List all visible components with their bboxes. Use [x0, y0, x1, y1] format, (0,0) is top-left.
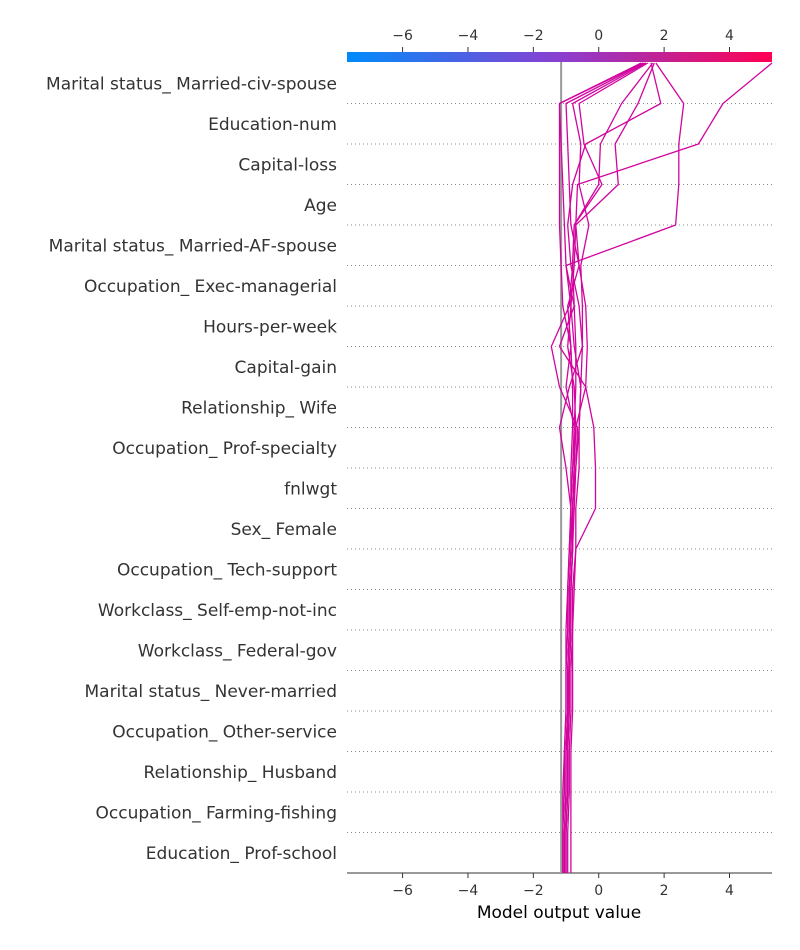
feature-label: Occupation_ Tech-support — [117, 560, 337, 580]
decision-line — [558, 62, 662, 873]
x-tick-label-top: −6 — [392, 28, 413, 44]
feature-label: Age — [304, 196, 337, 216]
feature-label: Education_ Prof-school — [146, 844, 337, 864]
feature-label: Marital status_ Married-AF-spouse — [49, 236, 337, 256]
decision-line — [558, 62, 649, 873]
x-tick-label-top: −4 — [458, 28, 479, 44]
feature-label: Relationship_ Husband — [144, 763, 337, 783]
feature-label: Workclass_ Federal-gov — [138, 641, 337, 661]
x-tick-label-bottom: 2 — [660, 883, 669, 899]
x-tick-label-bottom: 0 — [594, 883, 603, 899]
feature-label: Occupation_ Exec-managerial — [84, 277, 337, 297]
feature-label: Relationship_ Wife — [181, 398, 337, 418]
decision-lines — [550, 62, 773, 873]
x-tick-label-bottom: 4 — [725, 883, 734, 899]
feature-label: Hours-per-week — [203, 317, 337, 337]
x-tick-label-top: 4 — [725, 28, 734, 44]
colorbar — [347, 52, 772, 62]
feature-label: Capital-loss — [238, 155, 337, 175]
x-tick-label-top: 0 — [594, 28, 603, 44]
decision-line — [565, 62, 685, 873]
feature-label: Marital status_ Never-married — [84, 682, 337, 702]
feature-label: Education-num — [208, 115, 337, 135]
x-tick-label-bottom: −2 — [523, 883, 544, 899]
feature-label: Occupation_ Other-service — [112, 722, 337, 742]
feature-label: fnlwgt — [284, 479, 337, 499]
feature-label: Occupation_ Farming-fishing — [96, 803, 337, 823]
x-axis-label: Model output value — [477, 903, 641, 923]
x-tick-label-bottom: −6 — [392, 883, 413, 899]
feature-label: Occupation_ Prof-specialty — [112, 439, 337, 459]
x-tick-label-top: 2 — [660, 28, 669, 44]
decision-line — [570, 62, 647, 873]
feature-label: Workclass_ Self-emp-not-inc — [98, 601, 337, 621]
feature-labels: Marital status_ Married-civ-spouse Educat… — [46, 74, 337, 864]
feature-label: Marital status_ Married-civ-spouse — [46, 74, 337, 94]
feature-label: Capital-gain — [235, 358, 337, 378]
x-tick-label-bottom: −4 — [458, 883, 479, 899]
feature-label: Sex_ Female — [231, 520, 337, 540]
decision-line — [563, 62, 773, 873]
x-tick-label-top: −2 — [523, 28, 544, 44]
axes: −6 −6 −4 −4 −2 −2 0 0 2 2 4 4 — [347, 28, 772, 899]
